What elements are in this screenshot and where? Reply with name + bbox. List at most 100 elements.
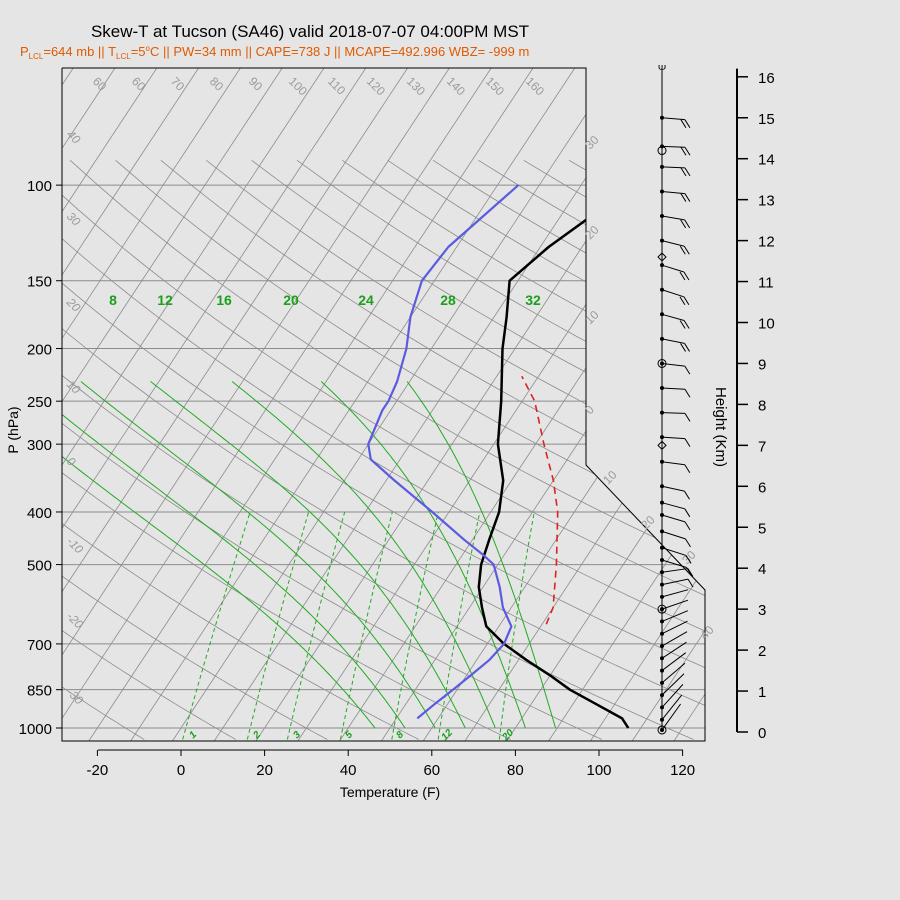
wind-barb: [661, 166, 686, 169]
wind-barb-flag: [683, 271, 690, 281]
moist-adiabat-line: [320, 381, 526, 729]
dry-adiabat-line: [62, 160, 705, 740]
wind-barb-flag: [684, 508, 691, 518]
subtitle-stats: || PW=34 mm || CAPE=738 J || MCAPE=492.9…: [159, 44, 529, 59]
parcel-line: [521, 375, 559, 625]
wind-barb: [661, 568, 688, 573]
moist-adiabat-line: [150, 381, 466, 729]
wind-barb-flag: [684, 343, 690, 352]
wind-barb: [661, 514, 686, 523]
moist-adiabat-label: 24: [358, 292, 374, 308]
height-tick-label: 12: [758, 234, 775, 251]
subtitle-plcl-subscript: LCL: [29, 52, 44, 61]
wind-barb: [661, 313, 685, 321]
wind-barb: [661, 412, 686, 414]
isotherm-line: [213, 68, 659, 741]
dry-adiabat-line: [115, 159, 705, 740]
sounding-series: [367, 184, 633, 729]
wind-level-circle: [657, 604, 667, 614]
wind-barb-flag: [684, 167, 691, 177]
wind-barb: [661, 240, 685, 247]
wind-barb: [661, 387, 685, 390]
wind-barb: [661, 559, 687, 568]
wind-barb: [661, 589, 689, 598]
wind-barb: [661, 599, 689, 610]
wind-barb: [661, 461, 685, 466]
wind-top-marker: Ψ: [658, 64, 666, 75]
wind-barb-flag: [683, 296, 690, 306]
isotherm-line: [130, 68, 576, 741]
axes: -20 0 20 40 60 80 100 1201001502002503004005007…: [19, 68, 775, 779]
subtitle-separator: ||: [94, 44, 108, 59]
wind-barb-flag: [684, 413, 691, 422]
dry-adiabat-line: [160, 159, 705, 740]
wind-level-circle: [657, 146, 667, 156]
isotherm-line: [62, 68, 367, 741]
y-tick-label: 850: [27, 683, 52, 700]
isotherm-line: [172, 68, 617, 741]
height-axis-label: Height (Km): [712, 387, 729, 467]
isotherm-line: [506, 68, 705, 741]
mixing-ratio-lines: [182, 511, 535, 740]
isotherm-line: [62, 68, 450, 741]
wind-profile: Ψ: [657, 64, 694, 735]
height-tick-label: 0: [758, 725, 766, 742]
subtitle-degree: o: [146, 44, 151, 53]
wind-barb-flag: [679, 246, 686, 255]
height-tick-label: 16: [758, 70, 775, 87]
wind-barb-flag: [680, 146, 687, 156]
wind-barb-flag: [680, 193, 687, 202]
dry-adiabat-line: [62, 160, 145, 740]
moist-adiabat-label: 16: [216, 292, 232, 308]
wind-barb: [661, 578, 689, 586]
moist-adiabat-line: [80, 381, 436, 729]
y-tick-label: 300: [27, 437, 52, 454]
wind-barb: [661, 610, 688, 622]
y-tick-label: 1000: [19, 721, 52, 738]
height-tick-label: 9: [758, 356, 766, 373]
x-tick-label: 80: [507, 762, 524, 779]
wind-barb: [661, 547, 687, 556]
temperature-line: [477, 184, 633, 729]
moist-adiabat-label: 12: [157, 292, 173, 308]
wind-barb: [661, 117, 685, 121]
height-tick-label: 11: [758, 275, 774, 292]
wind-barb: [661, 215, 685, 221]
wind-barb: [661, 703, 681, 731]
wind-level-diamond: [657, 252, 667, 262]
wind-level-diamond: [657, 440, 667, 451]
wind-barb-flag: [684, 438, 691, 447]
wind-barb: [661, 264, 685, 273]
height-tick-label: 6: [758, 479, 766, 496]
wind-barb: [661, 652, 687, 671]
y-tick-label: 100: [27, 178, 52, 195]
wind-barb-flag: [684, 521, 691, 531]
wind-barb-flag: [680, 219, 687, 229]
y-axis-label: P (hPa): [5, 406, 21, 453]
height-tick-label: 15: [758, 111, 775, 128]
subtitle-tlcl-unit: C: [150, 44, 159, 59]
wind-barb: [661, 530, 686, 540]
wind-barb-flag: [687, 578, 694, 588]
subtitle-tlcl-subscript: LCL: [116, 52, 131, 61]
wind-barb-flag: [684, 365, 691, 375]
wind-barb: [661, 485, 685, 492]
height-tick-label: 3: [758, 602, 766, 619]
moist-adiabat-line: [231, 381, 496, 729]
wind-barb: [661, 684, 684, 708]
dry-adiabat-line: [62, 160, 694, 740]
y-tick-label: 500: [27, 558, 52, 575]
plot-area: [62, 68, 705, 741]
wind-barb-flag: [684, 219, 691, 229]
wind-barb-flag: [680, 343, 686, 352]
subtitle-plcl-symbol: P: [20, 44, 29, 59]
isotherm-line: [62, 68, 199, 741]
wind-barb-flag: [679, 271, 686, 281]
wind-barb: [661, 641, 687, 659]
wind-barb: [661, 694, 683, 721]
y-tick-label: 400: [27, 505, 52, 522]
x-tick-label: 20: [256, 762, 273, 779]
x-tick-label: 100: [586, 762, 611, 779]
dry-adiabat-line: [62, 160, 705, 740]
